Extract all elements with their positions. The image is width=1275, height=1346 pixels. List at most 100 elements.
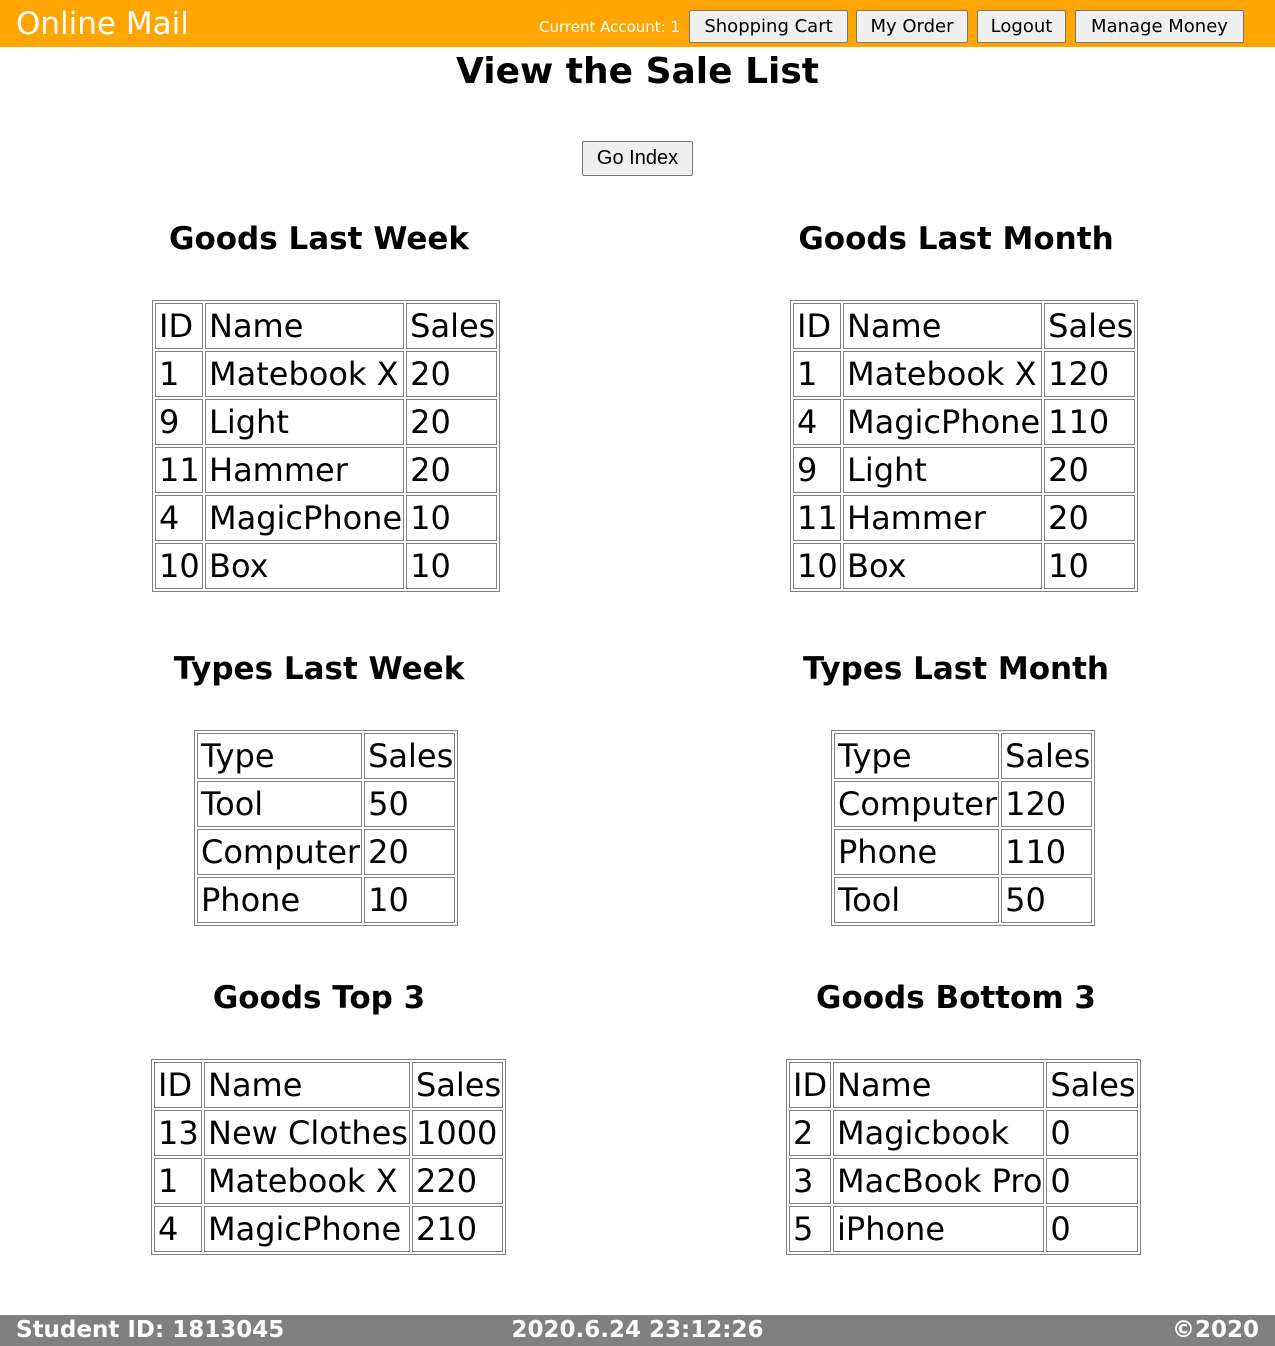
column-header: Sales <box>364 733 456 779</box>
table-cell: Phone <box>834 829 1000 875</box>
column-header: Type <box>834 733 1000 779</box>
column-header: Sales <box>1001 733 1093 779</box>
table-cell: 110 <box>1044 399 1136 445</box>
table-cell: 50 <box>1001 877 1093 923</box>
brand-title: Online Mail <box>16 6 189 42</box>
table-row: 2 Magicbook 0 <box>789 1110 1138 1156</box>
table-header-row: ID Name Sales <box>154 1062 504 1108</box>
table-header-row: ID Name Sales <box>789 1062 1138 1108</box>
table-header-row: ID Name Sales <box>155 303 498 349</box>
current-account-label: Current Account: 1 <box>539 18 681 36</box>
table-cell: 9 <box>793 447 841 493</box>
table-cell: 20 <box>1044 495 1136 541</box>
table-cell: Computer <box>197 829 363 875</box>
table-row: 5 iPhone 0 <box>789 1206 1138 1252</box>
manage-money-button[interactable]: Manage Money <box>1075 10 1244 43</box>
table-row: 1 Matebook X 220 <box>154 1158 504 1204</box>
table-cell: 20 <box>1044 447 1136 493</box>
types-last-month-table: Type Sales Computer 120 Phone 110 Tool 50 <box>831 730 1096 926</box>
goods-last-week-table: ID Name Sales 1 Matebook X 20 9 Light 20 11 Hammer… <box>152 300 501 592</box>
table-row: 10 Box 10 <box>793 543 1136 589</box>
types-last-week-table: Type Sales Tool 50 Computer 20 Phone 10 <box>194 730 459 926</box>
table-row: Phone 10 <box>197 877 456 923</box>
table-cell: 210 <box>411 1206 504 1252</box>
student-id: Student ID: 1813045 <box>16 1317 285 1343</box>
table-cell: Tool <box>197 781 363 827</box>
table-cell: 20 <box>364 829 456 875</box>
top-nav-bar: Online Mail Current Account: 1 Shopping … <box>0 0 1275 47</box>
column-header: Type <box>197 733 363 779</box>
table-cell: 11 <box>793 495 841 541</box>
table-cell: 10 <box>406 543 498 589</box>
table-cell: 10 <box>364 877 456 923</box>
column-header: ID <box>793 303 841 349</box>
table-cell: Tool <box>834 877 1000 923</box>
goods-top3-title: Goods Top 3 <box>212 980 426 1016</box>
table-cell: Matebook X <box>843 351 1043 397</box>
column-header: ID <box>789 1062 831 1108</box>
table-cell: MagicPhone <box>843 399 1043 445</box>
column-header: Sales <box>406 303 498 349</box>
table-row: 4 MagicPhone 210 <box>154 1206 504 1252</box>
table-cell: 1 <box>154 1158 202 1204</box>
copyright: ©2020 <box>1171 1317 1259 1343</box>
table-row: 3 MacBook Pro 0 <box>789 1158 1138 1204</box>
table-cell: 4 <box>155 495 203 541</box>
goods-bottom3-table: ID Name Sales 2 Magicbook 0 3 MacBook Pro 0 5 iPho… <box>786 1059 1141 1255</box>
table-cell: 10 <box>406 495 498 541</box>
table-cell: 110 <box>1001 829 1093 875</box>
table-cell: 9 <box>155 399 203 445</box>
table-cell: Phone <box>197 877 363 923</box>
goods-last-week-title: Goods Last Week <box>169 221 469 257</box>
column-header: Name <box>833 1062 1045 1108</box>
column-header: Sales <box>1046 1062 1138 1108</box>
table-cell: 120 <box>1044 351 1136 397</box>
table-row: 11 Hammer 20 <box>793 495 1136 541</box>
table-cell: New Clothes <box>204 1110 410 1156</box>
table-cell: MagicPhone <box>204 1206 410 1252</box>
table-row: 10 Box 10 <box>155 543 498 589</box>
table-cell: Box <box>843 543 1043 589</box>
table-cell: 3 <box>789 1158 831 1204</box>
table-cell: 2 <box>789 1110 831 1156</box>
table-cell: 1 <box>793 351 841 397</box>
table-row: 9 Light 20 <box>793 447 1136 493</box>
column-header: Name <box>843 303 1043 349</box>
logout-button[interactable]: Logout <box>977 10 1066 43</box>
table-cell: 120 <box>1001 781 1093 827</box>
shopping-cart-button[interactable]: Shopping Cart <box>689 10 848 43</box>
table-cell: 10 <box>155 543 203 589</box>
table-cell: 4 <box>793 399 841 445</box>
table-row: Computer 120 <box>834 781 1093 827</box>
goods-last-month-table: ID Name Sales 1 Matebook X 120 4 MagicPhone 110 9… <box>790 300 1139 592</box>
my-order-button[interactable]: My Order <box>856 10 968 43</box>
table-cell: 4 <box>154 1206 202 1252</box>
table-cell: 10 <box>1044 543 1136 589</box>
table-cell: Matebook X <box>204 1158 410 1204</box>
table-cell: 1000 <box>411 1110 504 1156</box>
table-cell: Light <box>205 399 405 445</box>
table-cell: 0 <box>1046 1158 1138 1204</box>
footer-bar: Student ID: 1813045 2020.6.24 23:12:26 ©… <box>0 1315 1275 1346</box>
table-cell: 11 <box>155 447 203 493</box>
table-row: Tool 50 <box>197 781 456 827</box>
table-cell: Matebook X <box>205 351 405 397</box>
table-cell: 1 <box>155 351 203 397</box>
table-cell: 0 <box>1046 1206 1138 1252</box>
table-header-row: Type Sales <box>197 733 456 779</box>
table-row: Tool 50 <box>834 877 1093 923</box>
go-index-button[interactable]: Go Index <box>582 141 693 176</box>
types-last-week-title: Types Last Week <box>173 651 465 687</box>
table-cell: Computer <box>834 781 1000 827</box>
table-row: 11 Hammer 20 <box>155 447 498 493</box>
table-cell: Light <box>843 447 1043 493</box>
table-cell: MagicPhone <box>205 495 405 541</box>
table-cell: 13 <box>154 1110 202 1156</box>
column-header: ID <box>154 1062 202 1108</box>
table-cell: 220 <box>411 1158 504 1204</box>
table-row: 4 MagicPhone 10 <box>155 495 498 541</box>
column-header: Name <box>204 1062 410 1108</box>
table-cell: 0 <box>1046 1110 1138 1156</box>
column-header: Name <box>205 303 405 349</box>
table-cell: Box <box>205 543 405 589</box>
